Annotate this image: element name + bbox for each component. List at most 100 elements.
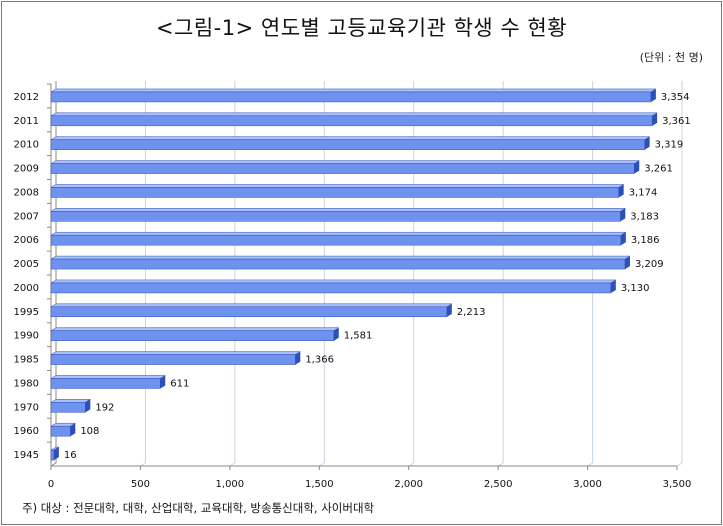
footnote: 주) 대상 : 전문대학, 대학, 산업대학, 교육대학, 방송통신대학, 사이… (22, 501, 375, 515)
category-label: 1980 (14, 378, 39, 389)
bar-front-face (50, 163, 635, 174)
bar-side-face (446, 303, 452, 317)
bar-2005 (50, 255, 631, 270)
category-label: 2008 (14, 187, 39, 198)
data-label: 16 (64, 450, 77, 461)
bar-top-face (50, 231, 627, 236)
bar-1995 (50, 303, 453, 318)
category-label: 2011 (14, 116, 39, 127)
bar-front-face (50, 234, 622, 246)
bar-2008 (50, 184, 625, 198)
data-label: 1,366 (305, 355, 334, 366)
bar-1990 (50, 327, 340, 341)
chart-title: <그림-1> 연도별 고등교육기관 학생 수 현황 (155, 16, 568, 40)
data-label: 192 (95, 402, 114, 413)
category-label: 2009 (14, 164, 39, 175)
x-tick-label: 2,500 (484, 479, 513, 490)
category-label: 2000 (14, 283, 39, 294)
bar-1945 (50, 446, 60, 461)
bar-2000 (50, 279, 617, 294)
bars (50, 88, 659, 461)
data-label: 3,186 (631, 235, 660, 246)
data-label: 108 (80, 426, 99, 437)
bar-side-face (620, 208, 626, 222)
bar-2007 (50, 208, 627, 222)
gridline-floor (676, 462, 683, 467)
category-label: 1990 (14, 331, 39, 342)
bar-side-face (634, 160, 640, 174)
bar-2010 (50, 136, 651, 150)
data-label: 3,130 (621, 283, 650, 294)
bar-side-face (650, 88, 656, 102)
data-label: 1,581 (344, 331, 373, 342)
category-label: 2005 (14, 259, 39, 270)
x-tick-label: 0 (48, 479, 54, 490)
category-label: 2007 (14, 211, 39, 222)
bar-1960 (50, 422, 77, 437)
bar-2011 (50, 112, 659, 127)
bar-top-face (50, 184, 625, 188)
category-label: 1985 (14, 355, 39, 366)
bar-front-face (50, 330, 335, 341)
bar-front-face (50, 402, 86, 413)
data-label: 3,361 (662, 116, 691, 127)
bar-side-face (70, 423, 76, 437)
x-tick-label: 1,000 (216, 479, 245, 490)
category-label: 2012 (14, 92, 39, 103)
category-label: 1945 (14, 450, 39, 461)
category-label: 2010 (14, 140, 39, 151)
data-label: 611 (170, 378, 189, 389)
category-label: 1970 (14, 402, 39, 413)
data-label: 3,319 (655, 140, 684, 151)
bar-1980 (50, 375, 167, 389)
bar-front-face (50, 139, 645, 150)
data-label: 3,261 (644, 164, 673, 175)
bar-top-face (50, 255, 631, 260)
bar-front-face (50, 306, 448, 318)
bar-2012 (50, 88, 657, 103)
bar-side-face (333, 327, 339, 341)
x-tick-label: 3,000 (573, 479, 602, 490)
bar-top-face (50, 208, 627, 212)
bar-side-face (644, 136, 650, 150)
bar-2009 (50, 160, 641, 174)
unit-note: (단위 : 천 명) (639, 51, 703, 64)
bar-top-face (50, 279, 617, 284)
category-label: 2006 (14, 235, 39, 246)
data-label: 2,213 (457, 307, 486, 318)
bar-side-face (652, 112, 658, 126)
bar-front-face (50, 91, 652, 103)
bar-top-face (50, 303, 453, 308)
x-tick-label: 1,500 (305, 479, 334, 490)
bar-side-face (618, 184, 624, 198)
bar-front-face (50, 282, 612, 294)
x-tick-label: 3,500 (663, 479, 692, 490)
x-tick-label: 2,000 (394, 479, 423, 490)
bar-2006 (50, 231, 627, 246)
bar-1985 (50, 351, 302, 365)
bar-front-face (50, 449, 55, 461)
bar-front-face (50, 211, 621, 222)
bar-side-face (295, 351, 301, 365)
bar-front-face (50, 115, 653, 127)
data-label: 3,209 (635, 259, 664, 270)
data-label: 3,354 (661, 92, 690, 103)
bar-top-face (50, 136, 651, 140)
data-label: 3,174 (629, 187, 658, 198)
bar-top-face (50, 327, 340, 331)
bar-front-face (50, 258, 626, 270)
bar-1970 (50, 399, 92, 413)
bar-side-face (53, 447, 59, 461)
bar-top-face (50, 160, 641, 164)
bar-front-face (50, 354, 296, 365)
bar-front-face (50, 425, 71, 437)
bar-side-face (620, 232, 626, 246)
bar-front-face (50, 187, 619, 198)
bar-side-face (160, 375, 166, 389)
category-label: 1995 (14, 307, 39, 318)
bar-top-face (50, 375, 167, 379)
category-label: 1960 (14, 426, 39, 437)
bar-side-face (610, 279, 616, 293)
bar-top-face (50, 351, 302, 355)
